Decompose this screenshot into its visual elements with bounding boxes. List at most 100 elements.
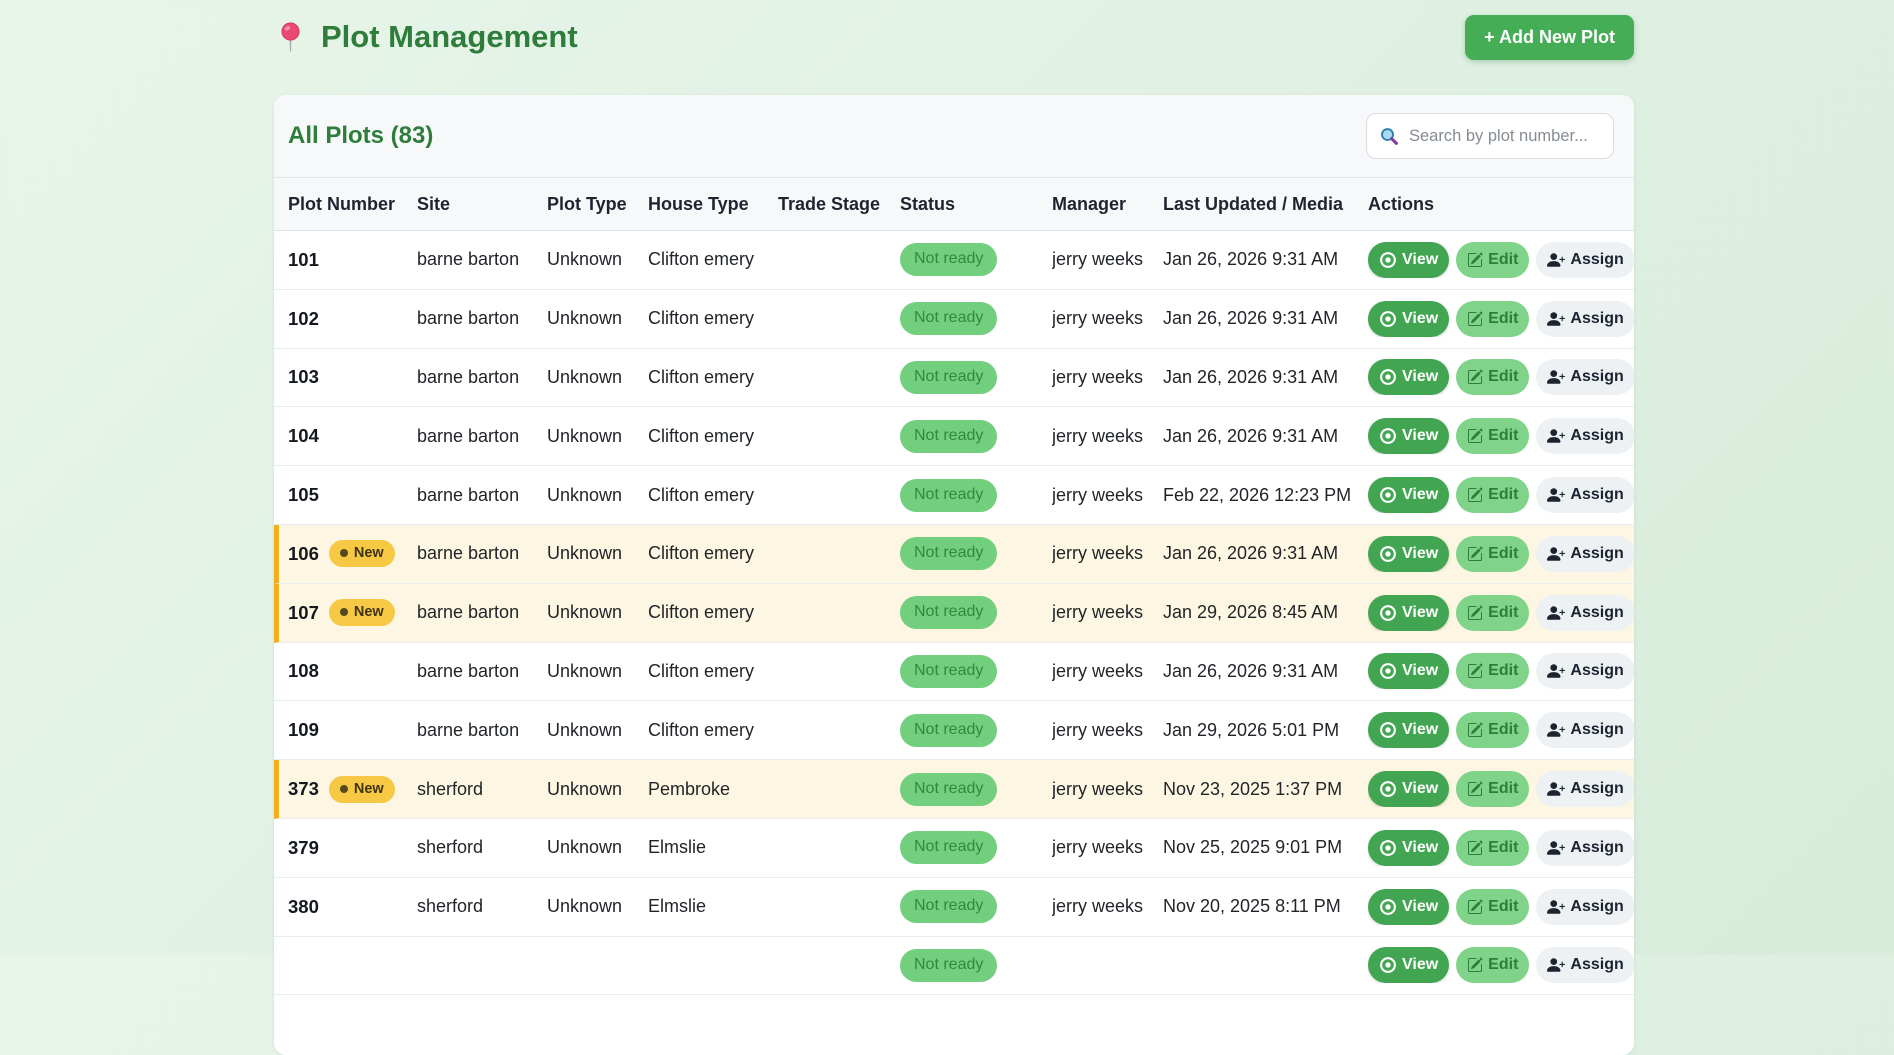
edit-button[interactable]: Edit	[1456, 241, 1530, 278]
eye-icon	[1380, 898, 1396, 915]
site-cell: sherford	[417, 778, 484, 799]
assign-button[interactable]: Assign	[1536, 594, 1634, 631]
edit-button[interactable]: Edit	[1456, 947, 1530, 984]
assign-button[interactable]: Assign	[1536, 477, 1634, 514]
edit-icon	[1468, 899, 1483, 914]
assign-button[interactable]: Assign	[1536, 300, 1634, 337]
plot-number-cell: 107 New	[288, 599, 417, 627]
site-cell: barne barton	[417, 602, 520, 623]
edit-button[interactable]: Edit	[1456, 888, 1530, 925]
plot-number-cell: 106 New	[288, 540, 417, 568]
eye-icon	[1380, 310, 1396, 327]
edit-button-label: Edit	[1488, 486, 1519, 504]
edit-button[interactable]: Edit	[1456, 535, 1530, 572]
table-row: 102 barne barton Unknown Clifton emery N…	[274, 289, 1634, 349]
status-cell: Not ready	[900, 831, 1052, 865]
manager-cell: jerry weeks	[1052, 249, 1144, 270]
assign-button[interactable]: Assign	[1536, 241, 1634, 278]
assign-button[interactable]: Assign	[1536, 359, 1634, 396]
plot-number: 380	[288, 895, 319, 917]
plot-number-cell: 104	[288, 425, 417, 447]
assign-button-label: Assign	[1570, 721, 1624, 739]
assign-button[interactable]: Assign	[1536, 829, 1634, 866]
view-button-label: View	[1402, 309, 1439, 327]
status-badge: Not ready	[900, 360, 998, 394]
edit-button[interactable]: Edit	[1456, 712, 1530, 749]
view-button-label: View	[1402, 603, 1439, 621]
person-plus-icon	[1547, 370, 1566, 385]
new-badge-label: New	[353, 604, 384, 621]
column-header-plot-type: Plot Type	[547, 193, 627, 214]
view-button[interactable]: View	[1368, 947, 1450, 984]
view-button[interactable]: View	[1368, 300, 1450, 337]
assign-button-label: Assign	[1570, 368, 1624, 386]
search-input[interactable]	[1407, 125, 1601, 147]
actions-cell: View Edit Assign	[1368, 418, 1634, 455]
column-header-site: Site	[417, 193, 451, 214]
assign-button[interactable]: Assign	[1536, 947, 1634, 984]
edit-button[interactable]: Edit	[1456, 653, 1530, 690]
view-button[interactable]: View	[1368, 535, 1450, 572]
table-row: 104 barne barton Unknown Clifton emery N…	[274, 407, 1634, 467]
add-new-plot-button[interactable]: + Add New Plot	[1465, 15, 1634, 60]
edit-button[interactable]: Edit	[1456, 829, 1530, 866]
view-button-label: View	[1402, 250, 1439, 268]
eye-icon	[1380, 722, 1396, 739]
edit-button[interactable]: Edit	[1456, 771, 1530, 808]
assign-button[interactable]: Assign	[1536, 712, 1634, 749]
page-title-text: Plot Management	[321, 19, 578, 54]
house-type-cell: Clifton emery	[648, 425, 755, 446]
plot-number: 105	[288, 484, 319, 506]
edit-button[interactable]: Edit	[1456, 418, 1530, 455]
status-cell: Not ready	[900, 596, 1052, 630]
edit-button[interactable]: Edit	[1456, 359, 1530, 396]
table-row: 105 barne barton Unknown Clifton emery N…	[274, 466, 1634, 525]
house-type-cell: Elmslie	[648, 837, 707, 858]
eye-icon	[1380, 545, 1396, 562]
view-button[interactable]: View	[1368, 477, 1450, 514]
plot-number: 373	[288, 778, 319, 800]
last-updated-cell: Jan 29, 2026 5:01 PM	[1163, 719, 1340, 740]
view-button[interactable]: View	[1368, 359, 1450, 396]
view-button[interactable]: View	[1368, 653, 1450, 690]
plot-number-cell: 380	[288, 896, 417, 918]
edit-button-label: Edit	[1488, 603, 1519, 621]
site-cell: barne barton	[417, 366, 520, 387]
assign-button[interactable]: Assign	[1536, 771, 1634, 808]
assign-button[interactable]: Assign	[1536, 535, 1634, 572]
view-button[interactable]: View	[1368, 594, 1450, 631]
column-header-plot-number: Plot Number	[288, 193, 396, 214]
view-button[interactable]: View	[1368, 829, 1450, 866]
edit-button[interactable]: Edit	[1456, 594, 1530, 631]
view-button[interactable]: View	[1368, 712, 1450, 749]
table-row: 379 sherford Unknown Elmslie Not ready j…	[274, 818, 1634, 878]
plot-type-cell: Unknown	[547, 484, 623, 505]
view-button[interactable]: View	[1368, 241, 1450, 278]
actions-cell: View Edit Assign	[1368, 653, 1634, 690]
edit-button[interactable]: Edit	[1456, 300, 1530, 337]
site-cell: barne barton	[417, 543, 520, 564]
plot-type-cell: Unknown	[547, 425, 623, 446]
view-button[interactable]: View	[1368, 888, 1450, 925]
new-badge: New	[328, 775, 395, 803]
column-header-actions: Actions	[1368, 193, 1435, 214]
status-cell: Not ready	[900, 419, 1052, 453]
assign-button[interactable]: Assign	[1536, 888, 1634, 925]
view-button[interactable]: View	[1368, 771, 1450, 808]
actions-cell: View Edit Assign	[1368, 241, 1634, 278]
table-row: 373 New sherford Unknown Pembroke Not re…	[274, 760, 1634, 819]
eye-icon	[1380, 839, 1396, 856]
last-updated-cell: Nov 25, 2025 9:01 PM	[1163, 837, 1343, 858]
assign-button[interactable]: Assign	[1536, 418, 1634, 455]
plot-number-cell: 379	[288, 837, 417, 859]
view-button[interactable]: View	[1368, 418, 1450, 455]
house-type-cell: Clifton emery	[648, 602, 755, 623]
assign-button[interactable]: Assign	[1536, 653, 1634, 690]
person-plus-icon	[1547, 899, 1566, 914]
last-updated-cell: Nov 23, 2025 1:37 PM	[1163, 778, 1343, 799]
status-cell: Not ready	[900, 478, 1052, 512]
column-header-trade-stage: Trade Stage	[778, 193, 881, 214]
status-badge: Not ready	[900, 948, 998, 982]
status-badge: Not ready	[900, 302, 998, 336]
edit-button[interactable]: Edit	[1456, 477, 1530, 514]
